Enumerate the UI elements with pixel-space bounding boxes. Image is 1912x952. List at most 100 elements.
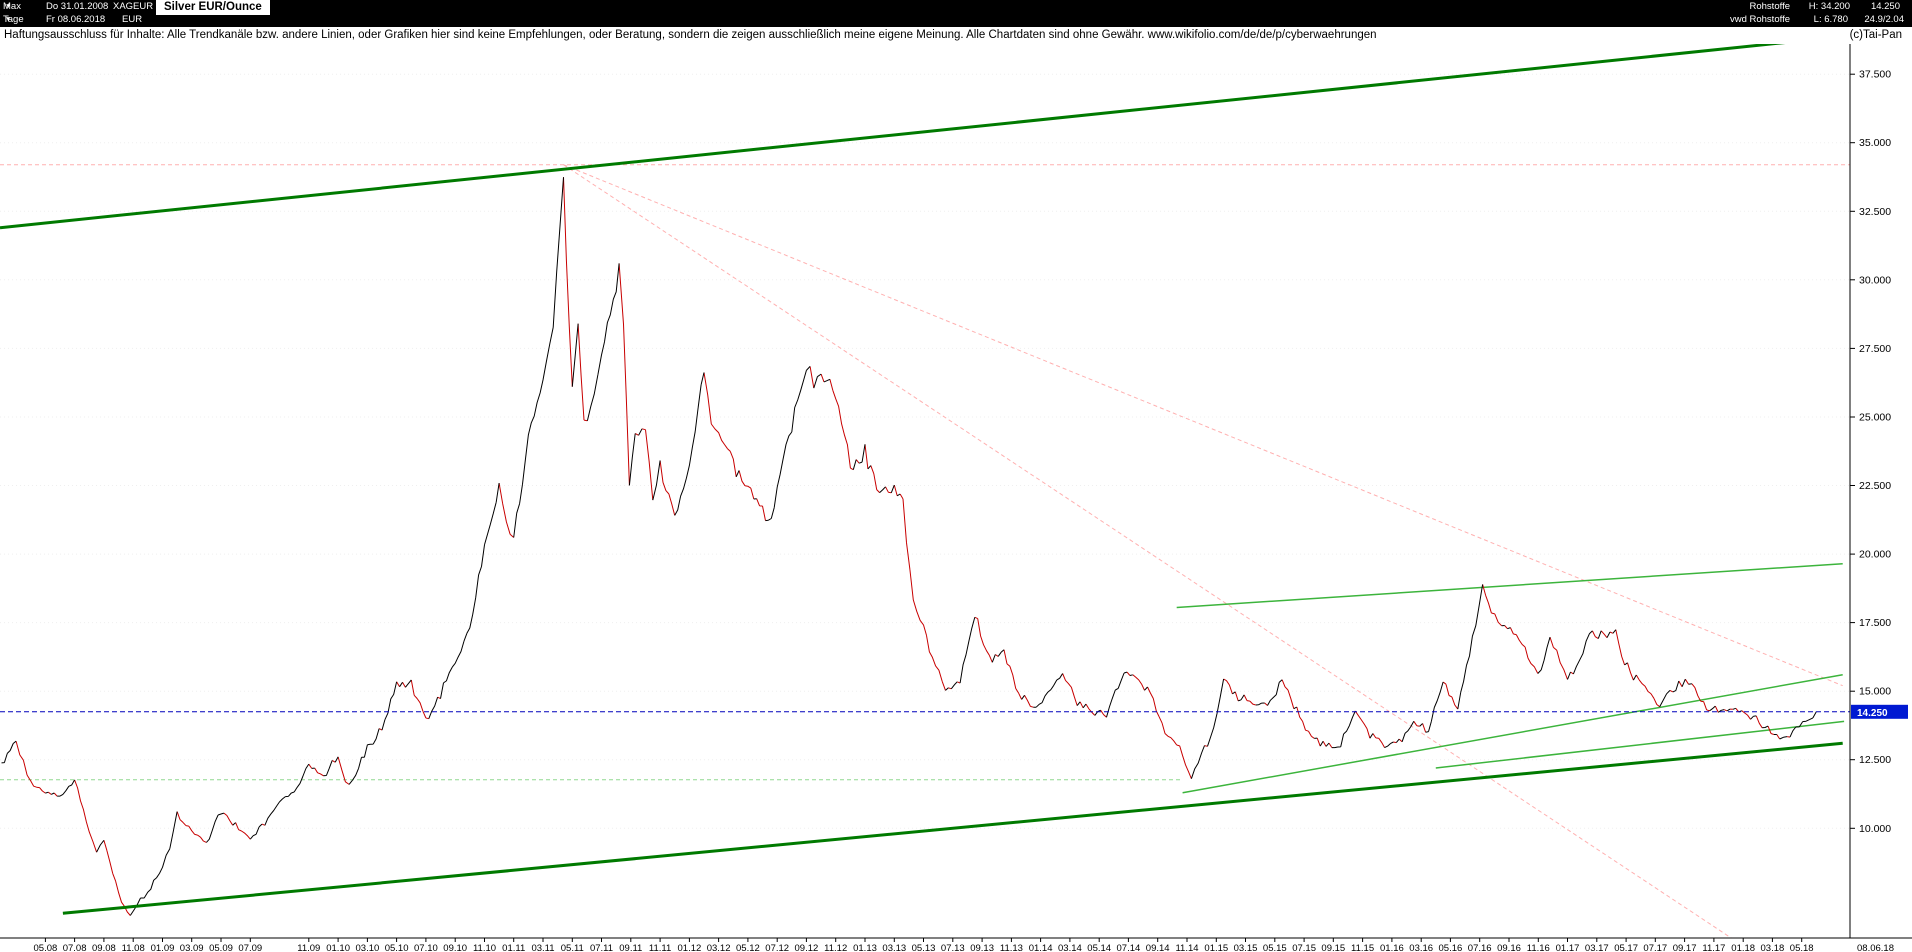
x-axis-label: 03.16 (1409, 943, 1433, 952)
price-chart-canvas[interactable]: 37.500 35.000 32.500 30.000 27.500 25.000 22.5… (0, 44, 1912, 952)
x-axis-label: 03.14 (1058, 943, 1082, 952)
x-axis-label: 11.09 (297, 943, 320, 952)
x-axis-label: 05.08 (34, 943, 58, 952)
x-axis-label: 11.16 (1527, 943, 1550, 952)
x-axis-label: 09.10 (443, 943, 467, 952)
dropdown-arrow-icon: ▼ (5, 16, 12, 23)
x-axis-label: 09.14 (1146, 943, 1170, 952)
x-axis-label: 07.14 (1117, 943, 1141, 952)
plot-group (0, 44, 1850, 938)
quote-category: Rohstoffe (1749, 1, 1791, 12)
period-selector-label: Tage (3, 14, 24, 25)
x-axis-label: 03.12 (707, 943, 731, 952)
dropdown-arrow-icon: ▼ (5, 3, 12, 10)
x-axis-label: 07.11 (590, 943, 613, 952)
support-line-rising (1182, 673, 1843, 794)
corner-date-label: 08.06.18 (1857, 943, 1894, 952)
x-axis-label: 03.17 (1585, 943, 1609, 952)
x-axis-label: 03.11 (531, 943, 554, 952)
fan-line-shallow (563, 164, 1843, 687)
y-axis-label: 27.500 (1859, 343, 1891, 355)
chart-area: 37.500 35.000 32.500 30.000 27.500 25.000 22.5… (0, 44, 1912, 952)
lower-channel-line (62, 741, 1843, 915)
x-axis-label: 01.18 (1731, 943, 1755, 952)
x-axis-label: 11.15 (1351, 943, 1374, 952)
y-axis-label: 22.500 (1859, 480, 1891, 492)
chart-title: Silver EUR/Ounce (156, 0, 270, 15)
x-axis-label: 07.12 (765, 943, 789, 952)
last-price-label-box (1851, 704, 1908, 719)
y-axis-label: 12.500 (1859, 754, 1891, 766)
x-axis-label: 05.16 (1439, 943, 1463, 952)
x-axis-label: 03.09 (180, 943, 204, 952)
x-axis-label: 01.11 (502, 943, 525, 952)
x-axis-label: 11.14 (1175, 943, 1198, 952)
y-axis-label: 32.500 (1859, 206, 1891, 218)
disclaimer-text: Haftungsausschluss für Inhalte: Alle Tre… (4, 29, 1377, 41)
x-axis-label: 03.10 (356, 943, 380, 952)
x-axis-label: 11.11 (649, 943, 671, 952)
x-axis-label: 09.15 (1321, 943, 1345, 952)
x-axis-label: 03.18 (1761, 943, 1785, 952)
y-axis-label: 20.000 (1859, 549, 1891, 561)
y-axis-label: 10.000 (1859, 823, 1891, 835)
price-series-up-path (1, 177, 1817, 916)
y-axis-label: 30.000 (1859, 274, 1891, 286)
x-axis-label: 05.18 (1790, 943, 1814, 952)
currency-label: EUR (122, 14, 143, 25)
x-axis-label: 11.12 (824, 943, 847, 952)
fan-line-steep (563, 164, 1733, 938)
x-axis-label: 05.15 (1263, 943, 1287, 952)
x-axis-label: 01.12 (678, 943, 702, 952)
y-axis-label: 37.500 (1859, 69, 1891, 81)
x-axis-label: 05.10 (385, 943, 409, 952)
x-axis-label: 07.16 (1468, 943, 1492, 952)
copyright-label: (c)Tai-Pan (1849, 29, 1902, 41)
last-price-label: 14.250 (1857, 708, 1888, 719)
price-series-down-path (15, 177, 1791, 916)
x-axis-label: 11.08 (122, 943, 145, 952)
x-axis-label: 11.13 (1000, 943, 1023, 952)
toolbar: Max ▼ Do 31.01.2008 XAGEUR Tage ▼ Fr 08.06… (0, 0, 1912, 27)
y-axis-label: 25.000 (1859, 412, 1891, 424)
y-axis-label: 35.000 (1859, 137, 1891, 149)
x-axis-label: 09.16 (1497, 943, 1521, 952)
x-axis-label: 01.15 (1204, 943, 1228, 952)
x-axis-label: 09.11 (619, 943, 642, 952)
x-axis-label: 07.08 (63, 943, 87, 952)
x-axis-label: 01.13 (853, 943, 877, 952)
x-axis-label: 01.14 (1029, 943, 1053, 952)
x-axis-label: 05.17 (1614, 943, 1638, 952)
range-selector-label: Max (3, 1, 21, 12)
x-axis-label: 03.15 (1234, 943, 1258, 952)
quote-low: L: 6.780 (1813, 14, 1848, 25)
support-line-minor (1435, 720, 1845, 769)
y-axis-label: 17.500 (1859, 617, 1891, 629)
quote-change: 24.9/2.04 (1864, 14, 1904, 25)
x-axis-label: 07.15 (1292, 943, 1316, 952)
x-axis-label: 07.09 (238, 943, 262, 952)
x-axis-label: 01.16 (1380, 943, 1404, 952)
disclaimer-bar: Haftungsausschluss für Inhalte: Alle Tre… (0, 27, 1912, 44)
x-axis-label: 05.13 (912, 943, 936, 952)
range-end-date[interactable]: Fr 08.06.2018 (46, 14, 106, 25)
x-axis-label: 05.14 (1087, 943, 1111, 952)
x-axis-label: 09.13 (970, 943, 994, 952)
quote-last-price: 14.250 (1870, 1, 1900, 12)
x-axis-label: 11.17 (1702, 943, 1725, 952)
symbol-field[interactable]: XAGEUR (113, 1, 154, 12)
x-axis-label: 07.17 (1643, 943, 1667, 952)
y-axis-label: 15.000 (1859, 686, 1891, 698)
resistance-line-upper (1176, 562, 1843, 609)
x-axis-label: 03.13 (882, 943, 906, 952)
x-axis-label: 05.11 (561, 943, 584, 952)
upper-channel-line (0, 44, 1786, 230)
x-axis-label: 07.10 (414, 943, 438, 952)
range-start-date[interactable]: Do 31.01.2008 (46, 1, 109, 12)
x-axis-label: 05.12 (736, 943, 760, 952)
x-axis-label: 07.13 (941, 943, 965, 952)
x-axis-label: 09.17 (1673, 943, 1697, 952)
x-axis-label: 01.10 (326, 943, 350, 952)
x-axis-label: 09.08 (92, 943, 116, 952)
x-axis-label: 01.17 (1556, 943, 1580, 952)
